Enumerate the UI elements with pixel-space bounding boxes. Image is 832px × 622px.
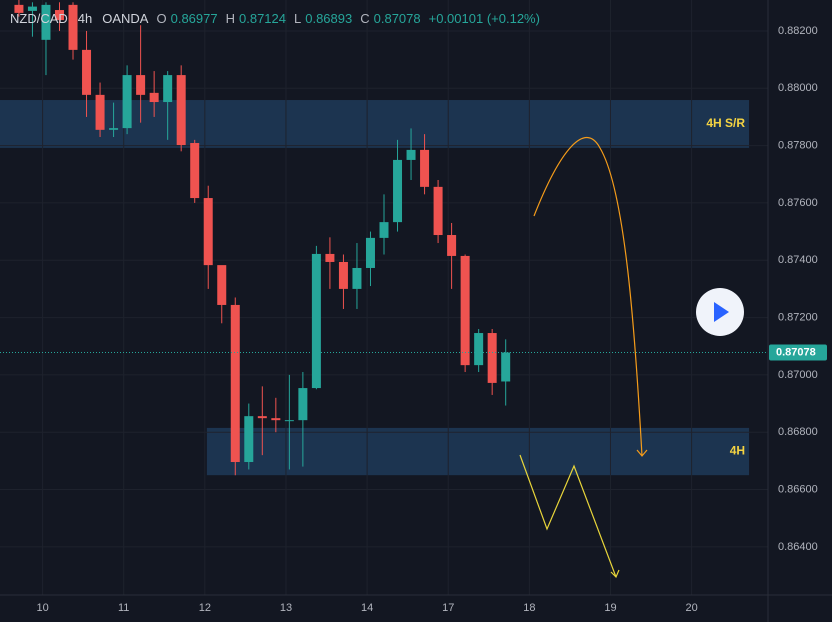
x-tick-label: 17: [442, 602, 454, 614]
candle-body: [203, 198, 213, 266]
candle-body: [136, 75, 146, 95]
x-tick-label: 12: [199, 602, 211, 614]
x-tick-label: 19: [604, 602, 616, 614]
candle-body: [176, 75, 186, 146]
candle-body: [14, 4, 24, 13]
candle-body: [487, 333, 497, 383]
x-tick-label: 11: [118, 602, 129, 614]
candle-body: [298, 388, 308, 421]
y-tick-label: 0.86600: [778, 483, 818, 495]
candle-body: [54, 10, 64, 21]
x-tick-label: 14: [361, 602, 373, 614]
x-tick-label: 20: [685, 602, 697, 614]
candle-body: [230, 304, 240, 463]
candle-body: [68, 4, 78, 50]
change: +0.00101 (+0.12%): [428, 11, 540, 26]
candle-body: [447, 235, 457, 256]
x-tick-label: 10: [36, 602, 48, 614]
candle-body: [352, 267, 362, 289]
candle-body: [109, 128, 119, 130]
candle-body: [433, 186, 443, 236]
candle-body: [257, 416, 267, 419]
candle-body: [393, 159, 403, 223]
close-key: C: [360, 11, 370, 26]
arrow-head: [636, 449, 648, 457]
candle-body: [41, 4, 51, 40]
candle-body: [338, 261, 348, 289]
open-value: 0.86977: [170, 11, 218, 26]
interval: 4h: [77, 11, 93, 26]
high-value: 0.87124: [239, 11, 286, 26]
zone: [0, 100, 750, 148]
candle-body: [190, 143, 200, 199]
zigzag-projection: [519, 454, 617, 578]
y-tick-label: 0.87400: [778, 254, 818, 266]
candle-body: [501, 352, 511, 382]
low-key: L: [294, 11, 302, 26]
candle-body: [420, 149, 430, 187]
candle-body: [122, 75, 132, 129]
y-tick-label: 0.88000: [778, 82, 818, 94]
candle-body: [365, 237, 375, 268]
y-tick-label: 0.87000: [778, 369, 818, 381]
symbol: NZD/CAD: [10, 11, 68, 26]
last-price-box: [769, 344, 827, 361]
x-tick-label: 13: [280, 602, 292, 614]
y-tick-label: 0.88200: [778, 25, 818, 37]
y-tick-label: 0.87600: [778, 197, 818, 209]
y-tick-label: 0.87200: [778, 311, 818, 323]
candle-body: [460, 255, 470, 366]
zone: [206, 427, 750, 476]
candle-body: [284, 420, 294, 422]
broker: OANDA: [102, 11, 149, 26]
y-tick-label: 0.87800: [778, 140, 818, 152]
zone-label: 4H S/R: [706, 116, 745, 130]
open-key: O: [156, 11, 167, 26]
candle-body: [244, 416, 254, 463]
candle-body: [379, 222, 389, 238]
x-tick-label: 18: [523, 602, 535, 614]
close-value: 0.87078: [373, 11, 421, 26]
high-key: H: [225, 11, 235, 26]
projection-curve: [533, 136, 643, 457]
y-tick-label: 0.86400: [778, 541, 818, 553]
candle-body: [95, 94, 105, 130]
legend-header: NZD/CAD 4h OANDA O 0.86977 H 0.87124 L 0.86…: [10, 11, 544, 26]
candle-body: [406, 149, 416, 160]
candle-body: [149, 92, 159, 103]
last-price-label: 0.87078: [776, 346, 816, 358]
arrow-head: [610, 569, 620, 579]
candle-body: [271, 418, 281, 421]
candle-body: [163, 75, 173, 103]
y-tick-label: 0.86800: [778, 426, 818, 438]
candle-body: [474, 333, 484, 366]
candle-body: [311, 253, 321, 389]
play-icon[interactable]: [714, 302, 729, 322]
candle-body: [217, 265, 227, 305]
low-value: 0.86893: [305, 11, 353, 26]
zone-label: 4H: [730, 444, 745, 458]
candle-body: [325, 253, 335, 262]
candle-body: [82, 49, 92, 95]
candle-body: [27, 6, 37, 11]
